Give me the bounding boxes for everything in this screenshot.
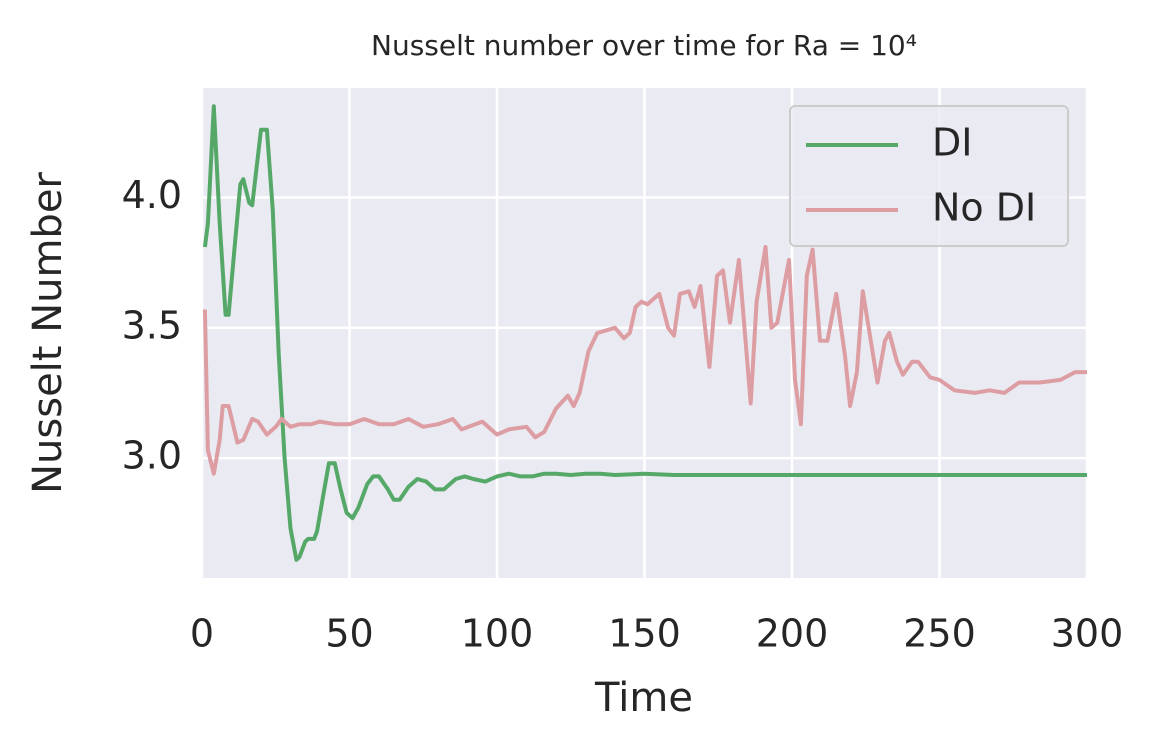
y-tick-label: 3.5	[122, 303, 182, 347]
y-axis-label: Nusselt Number	[25, 172, 71, 494]
x-tick-label: 250	[903, 612, 976, 656]
y-tick-label: 3.0	[122, 434, 182, 478]
x-tick-label: 200	[756, 612, 829, 656]
x-tick-label: 50	[325, 612, 373, 656]
line	[202, 104, 1087, 562]
legend-label: No DI	[932, 186, 1036, 230]
x-axis-label: Time	[594, 675, 693, 721]
x-tick-label: 0	[190, 612, 214, 656]
legend-label: DI	[932, 121, 972, 165]
x-tick-label: 100	[461, 612, 534, 656]
y-tick-label: 4.0	[122, 173, 182, 217]
x-tick-label: 300	[1051, 612, 1124, 656]
x-tick-label: 150	[608, 612, 681, 656]
line	[202, 245, 1087, 476]
chart-title: Nusselt number over time for Ra = 10⁴	[371, 29, 917, 62]
